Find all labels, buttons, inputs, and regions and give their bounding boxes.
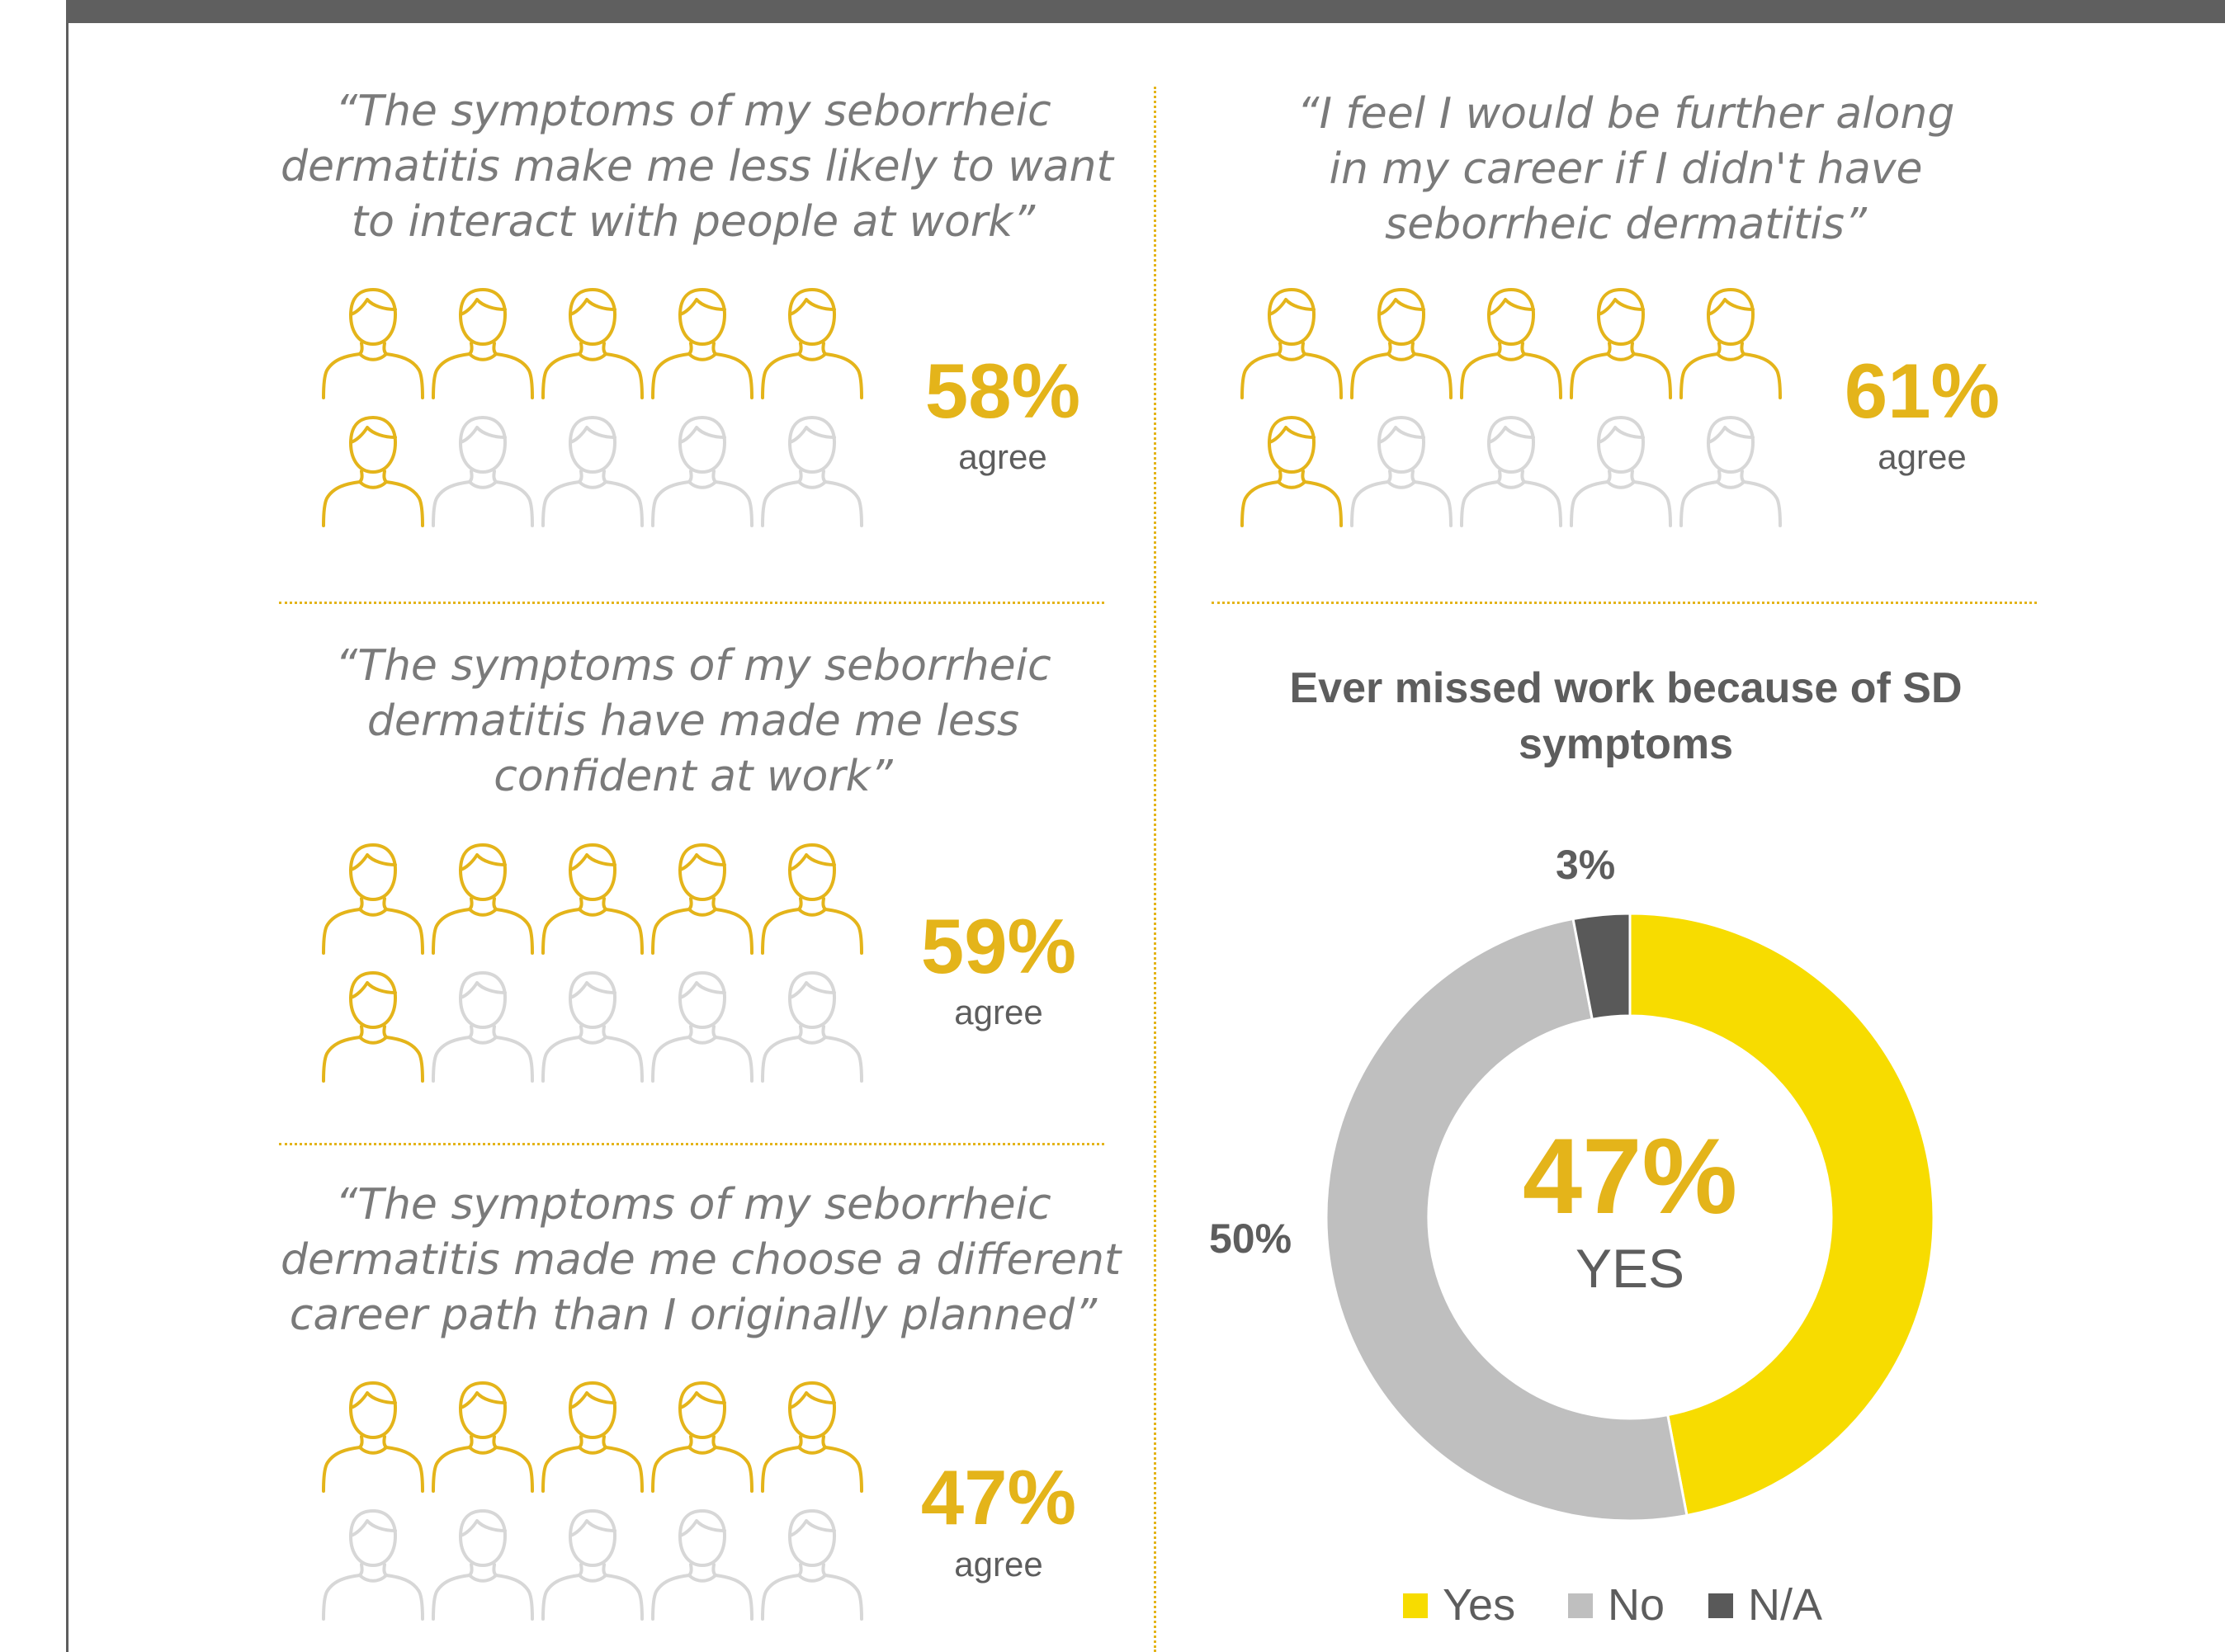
person-icon-agree [1240,416,1343,527]
person-icon [432,971,534,1083]
section-divider [279,602,1104,604]
slice-label-no: 50% [1209,1215,1292,1262]
person-icon-agree [651,288,753,399]
person-icon-agree [1460,288,1562,399]
donut-center-value: 47% [1522,1116,1738,1236]
person-icon-agree [761,843,863,955]
person-icon-agree [1350,288,1453,399]
person-icon-agree [761,1381,863,1493]
donut-slice-yes [1628,912,1935,1517]
person-icon-agree [322,843,424,955]
person-icon-agree [541,843,644,955]
column-divider [1154,87,1156,1652]
legend-swatch-yes [1403,1593,1428,1618]
person-icon [432,416,534,527]
person-icon-agree [1240,288,1343,399]
statement-quote: “The symptoms of my seborrheic dermatiti… [281,87,1113,247]
statement-quote: “The symptoms of my seborrheic dermatiti… [281,1180,1122,1340]
person-icon [1679,416,1782,527]
person-icon-agree [651,843,753,955]
person-icon-agree [1570,288,1672,399]
person-icon-agree [322,1381,424,1493]
person-icon-agree [541,1381,644,1493]
section-divider [1212,602,2037,604]
person-icon [541,416,644,527]
person-icon [1570,416,1672,527]
person-icon [1460,416,1562,527]
person-icon-agree [432,843,534,955]
statement-quote: “The symptoms of my seborrheic dermatiti… [335,641,1051,801]
header-bar [66,0,2225,23]
infographic-frame [66,0,2225,1652]
section-divider [279,1143,1104,1145]
person-icon-agree [1679,288,1782,399]
person-icon-agree [541,288,644,399]
person-icon-agree [651,1381,753,1493]
agree-percentage: 61% [1844,347,2001,434]
person-icon [651,971,753,1083]
person-icon-agree [432,1381,534,1493]
person-icon [1350,416,1453,527]
agree-label: agree [954,993,1043,1031]
legend-swatch-na [1708,1593,1733,1618]
agree-label: agree [954,1545,1043,1584]
person-icon [541,1509,644,1621]
legend-label-no: No [1608,1580,1665,1630]
person-icon [761,971,863,1083]
agree-label: agree [1878,437,1967,476]
person-icon-agree [322,416,424,527]
legend-label-yes: Yes [1443,1580,1516,1630]
person-icon [322,1509,424,1621]
person-icon [651,416,753,527]
person-icon-agree [322,971,424,1083]
chart-title: Ever missed work because of SD symptoms [1289,664,1963,768]
donut-chart [1325,912,1935,1522]
donut-slice-na [1571,912,1632,1022]
person-icon [761,1509,863,1621]
agree-percentage: 58% [924,347,1081,434]
person-icon-agree [761,288,863,399]
person-icon [432,1509,534,1621]
person-icon [651,1509,753,1621]
person-icon [761,416,863,527]
person-icon-agree [322,288,424,399]
legend-label-na: N/A [1748,1580,1823,1630]
donut-center-label: YES [1575,1238,1685,1299]
person-icon [541,971,644,1083]
agree-label: agree [958,437,1047,476]
statement-quote: “I feel I would be further along in my c… [1297,89,1955,249]
donut-slice-no [1325,917,1689,1522]
slice-label-na: 3% [1556,842,1616,888]
person-icon-agree [432,288,534,399]
agree-percentage: 47% [920,1454,1077,1541]
legend-swatch-no [1568,1593,1593,1618]
agree-percentage: 59% [920,903,1077,989]
